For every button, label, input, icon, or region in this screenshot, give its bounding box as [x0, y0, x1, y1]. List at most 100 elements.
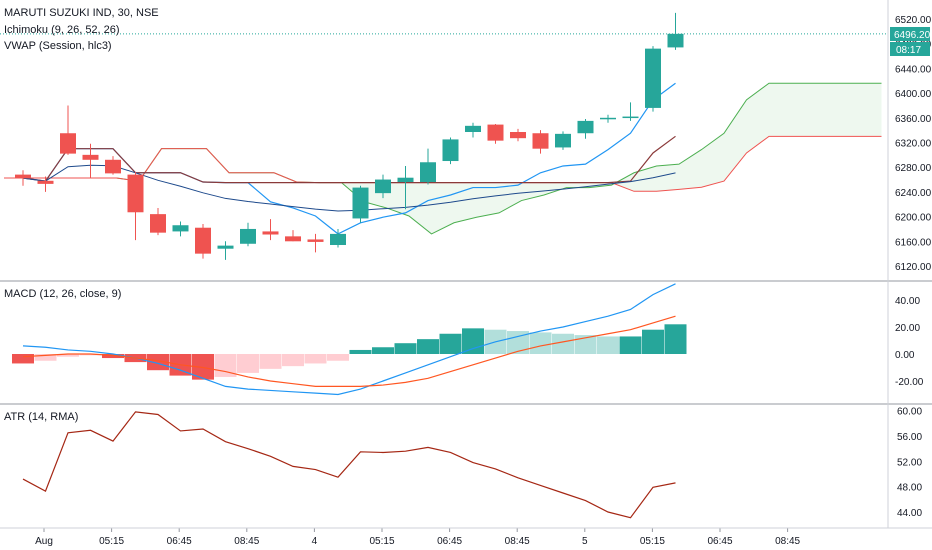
candle-body — [532, 133, 549, 149]
candle — [217, 241, 234, 260]
macd-signal-line — [22, 315, 676, 387]
candle-body — [307, 239, 324, 242]
candle — [15, 170, 31, 186]
macd-histogram-bar — [259, 354, 282, 369]
candle — [667, 12, 684, 50]
time-tick-label: 05:15 — [640, 536, 665, 547]
candle-body — [15, 174, 31, 179]
atr-tick-label: 60.00 — [897, 407, 922, 418]
macd-histogram-bar — [507, 331, 529, 354]
candle — [37, 176, 54, 192]
candle — [127, 172, 144, 241]
candle-body — [330, 233, 346, 246]
candle-body — [622, 116, 639, 119]
price-tick-label: 6120.00 — [895, 262, 932, 273]
ichimoku-legend[interactable]: Ichimoku (9, 26, 52, 26) — [4, 24, 120, 36]
candle — [442, 137, 459, 165]
macd-histogram-bar — [237, 354, 259, 373]
macd-tick-label: 40.00 — [895, 296, 920, 307]
vwap-legend[interactable]: VWAP (Session, hlc3) — [4, 40, 112, 52]
candle-body — [667, 33, 684, 48]
candle — [487, 123, 504, 144]
candle-body — [285, 236, 301, 242]
candle — [307, 233, 324, 253]
time-tick-label: 08:45 — [234, 536, 259, 547]
macd-histogram-bar — [34, 354, 57, 361]
time-tick-label: 08:45 — [505, 536, 530, 547]
macd-histogram-bar — [304, 354, 327, 364]
candle-body — [465, 125, 481, 133]
atr-tick-label: 44.00 — [897, 508, 922, 519]
countdown-label: 08:17 — [896, 45, 921, 56]
candle-body — [82, 154, 99, 160]
ichimoku-cloud — [4, 83, 882, 234]
macd-tick-label: -20.00 — [895, 377, 924, 388]
candle — [195, 224, 211, 259]
macd-histogram-bar — [394, 343, 417, 354]
macd-histogram-bar — [327, 354, 349, 361]
candle — [172, 221, 189, 237]
candle — [375, 174, 391, 199]
macd-histogram-bar — [214, 354, 237, 377]
price-tick-label: 6400.00 — [895, 89, 932, 100]
candle-body — [195, 227, 211, 254]
chart-title: MARUTI SUZUKI IND, 30, NSE — [4, 7, 159, 19]
price-tick-label: 6160.00 — [895, 237, 932, 248]
time-tick-label: 06:45 — [437, 536, 462, 547]
time-tick-label: Aug — [35, 536, 53, 547]
macd-histogram-bar — [439, 333, 462, 354]
candle — [465, 122, 481, 138]
vwap-line — [22, 164, 676, 212]
candle-body — [420, 162, 436, 183]
time-tick-label: 06:45 — [707, 536, 732, 547]
candle — [82, 143, 99, 179]
countdown-tag — [890, 42, 930, 56]
candle-body — [127, 174, 144, 213]
candle — [150, 207, 166, 236]
time-tick-label: 05:15 — [99, 536, 124, 547]
candle — [262, 219, 279, 241]
macd-histogram-bar — [417, 339, 439, 354]
candle-body — [150, 214, 166, 233]
candle — [622, 102, 639, 121]
price-tick-label: 6240.00 — [895, 188, 932, 199]
macd-histogram-bar — [192, 354, 214, 380]
candle — [420, 148, 436, 185]
candle-body — [60, 133, 76, 154]
atr-tick-label: 48.00 — [897, 483, 922, 494]
kijun-sen-line — [22, 135, 676, 184]
candle-body — [487, 124, 504, 141]
price-tick-label: 6440.00 — [895, 64, 932, 75]
candle-body — [577, 120, 594, 134]
candle-body — [397, 177, 414, 183]
atr-legend[interactable]: ATR (14, RMA) — [4, 411, 78, 423]
candle-body — [217, 245, 234, 249]
candle — [577, 119, 594, 139]
macd-histogram-bar — [372, 347, 394, 354]
atr-tick-label: 52.00 — [897, 457, 922, 468]
macd-tick-label: 0.00 — [895, 350, 915, 361]
candle-body — [37, 180, 54, 184]
macd-histogram-bar — [529, 332, 552, 354]
candle — [240, 222, 256, 247]
candle — [330, 228, 346, 248]
macd-histogram-bar — [642, 329, 664, 354]
candle — [397, 165, 414, 210]
candle — [105, 156, 121, 175]
macd-histogram-bar — [574, 335, 597, 354]
macd-legend[interactable]: MACD (12, 26, close, 9) — [4, 288, 121, 300]
candle — [532, 130, 549, 154]
candle-body — [375, 179, 391, 194]
candle-body — [352, 187, 369, 219]
candle — [555, 131, 571, 150]
macd-histogram-bar — [349, 349, 372, 354]
time-tick-label: 4 — [312, 536, 318, 547]
atr-tick-label: 56.00 — [897, 432, 922, 443]
time-tick-label: 05:15 — [369, 536, 394, 547]
macd-histogram-bar — [147, 354, 169, 371]
macd-histogram-bar — [57, 354, 79, 357]
atr-line — [22, 411, 676, 519]
macd-histogram-bar — [79, 354, 102, 356]
candle-body — [510, 132, 526, 139]
